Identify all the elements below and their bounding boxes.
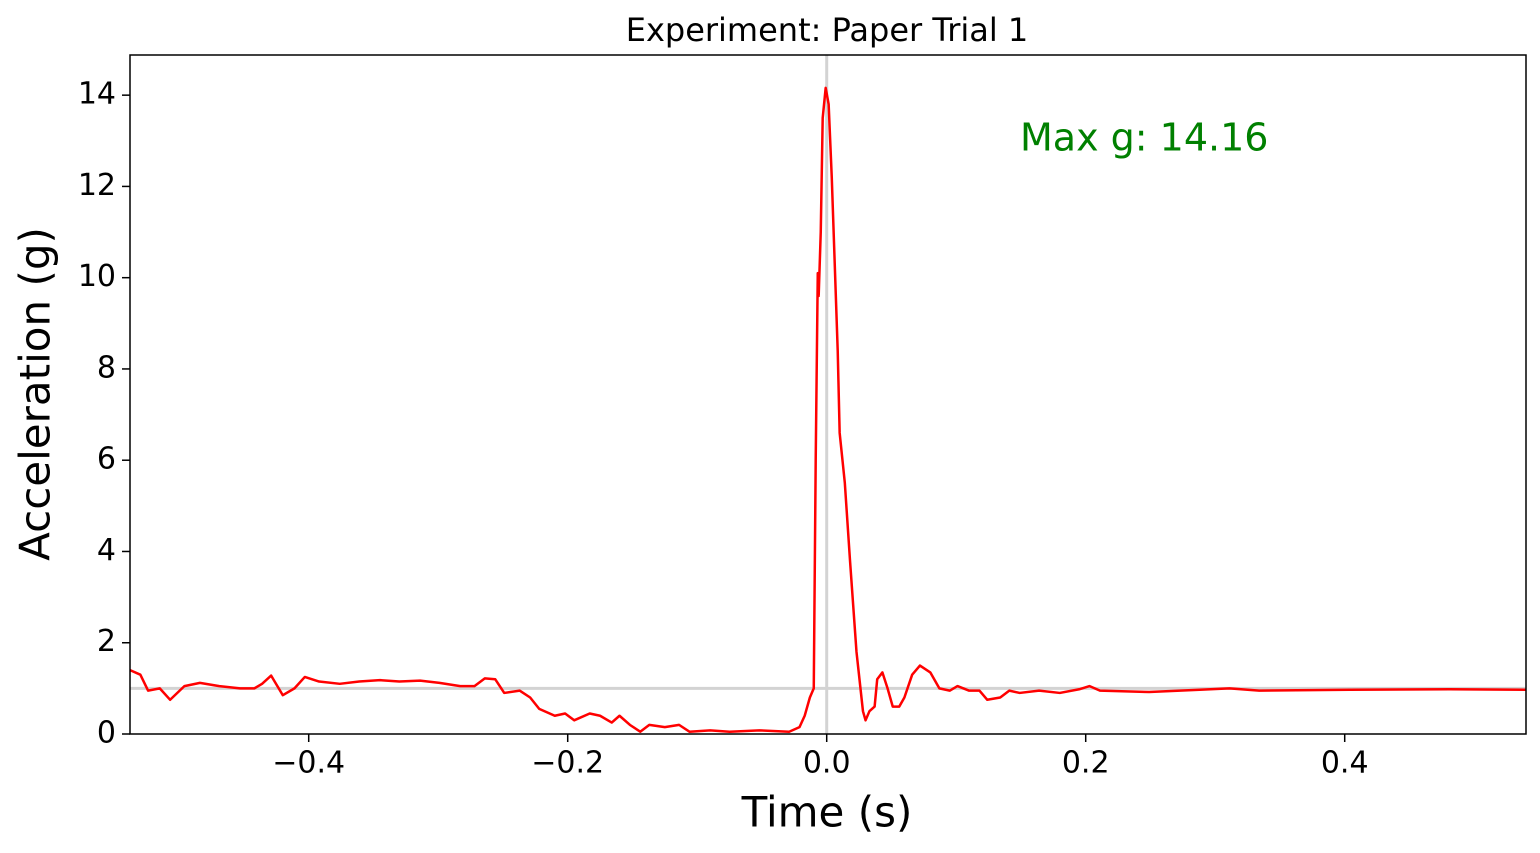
- x-tick-label: 0.0: [803, 746, 851, 781]
- annotation: Max g: 14.16: [1020, 116, 1268, 160]
- x-tick-label: −0.2: [531, 746, 604, 781]
- x-tick-label: −0.4: [272, 746, 345, 781]
- x-tick-label: 0.2: [1062, 746, 1110, 781]
- y-tick-label: 8: [97, 350, 116, 385]
- x-axis-label: Time (s): [741, 788, 913, 837]
- x-tick-label: 0.4: [1321, 746, 1369, 781]
- chart-title: Experiment: Paper Trial 1: [626, 11, 1029, 49]
- y-tick-label: 2: [97, 624, 116, 659]
- y-axis-label: Acceleration (g): [11, 227, 60, 561]
- y-tick-label: 12: [78, 168, 116, 203]
- data-line: [129, 86, 1527, 733]
- plot-frame: [129, 54, 1527, 735]
- y-tick-label: 0: [97, 716, 116, 751]
- y-tick-label: 10: [78, 259, 116, 294]
- y-tick-label: 6: [97, 442, 116, 477]
- y-tick-label: 14: [78, 77, 116, 112]
- y-tick-label: 4: [97, 533, 116, 568]
